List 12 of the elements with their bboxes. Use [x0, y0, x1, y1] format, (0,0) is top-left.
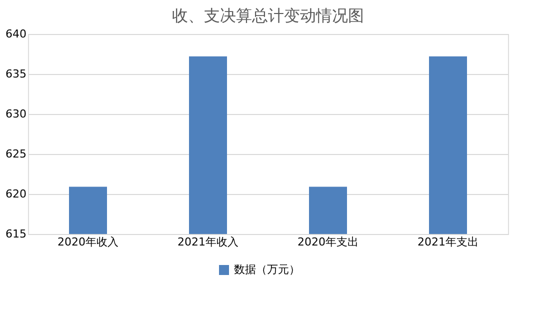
- x-tick-label: 2021年收入: [178, 236, 238, 248]
- legend-label: 数据（万元）: [234, 263, 300, 276]
- y-tick-label: 640: [6, 28, 26, 40]
- chart-title: 收、支决算总计变动情况图: [172, 6, 364, 25]
- y-tick-label: 635: [6, 68, 26, 80]
- y-tick-label: 625: [6, 148, 26, 160]
- x-tick-label: 2020年支出: [298, 236, 358, 248]
- y-tick-label: 630: [6, 108, 26, 120]
- y-tick-label: 615: [6, 228, 26, 240]
- y-tick-label: 620: [6, 188, 26, 200]
- x-tick-label: 2021年支出: [418, 236, 478, 248]
- x-tick-label: 2020年收入: [58, 236, 118, 248]
